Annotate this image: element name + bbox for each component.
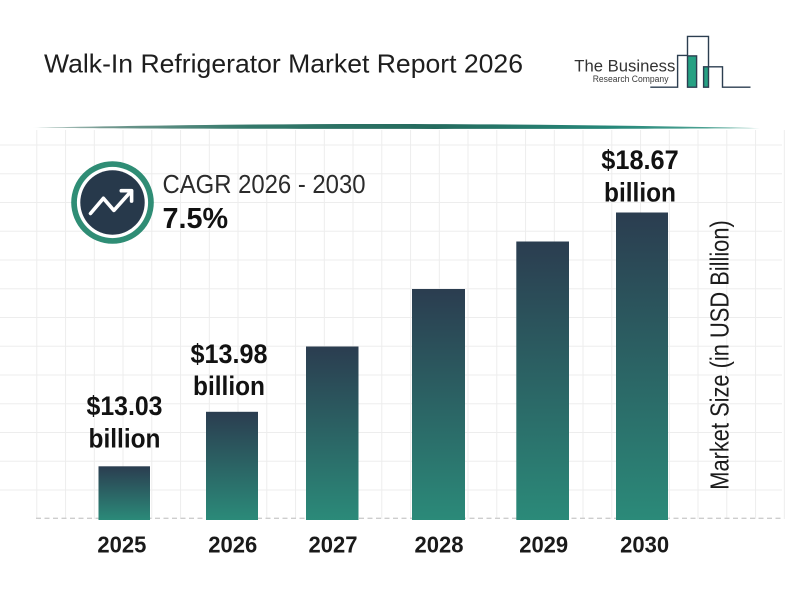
svg-text:The Business: The Business [574,58,675,76]
svg-text:CAGR 2026 - 2030: CAGR 2026 - 2030 [163,169,366,199]
svg-text:2027: 2027 [309,532,358,558]
svg-text:billion: billion [89,423,161,453]
svg-text:7.5%: 7.5% [163,203,229,235]
svg-text:2025: 2025 [97,532,146,558]
svg-text:$13.98: $13.98 [191,339,268,369]
svg-text:Market Size (in USD Billion): Market Size (in USD Billion) [705,220,735,490]
svg-text:billion: billion [193,371,265,401]
svg-text:billion: billion [604,178,676,208]
svg-text:2030: 2030 [620,532,669,558]
svg-text:Research Company: Research Company [593,74,669,85]
svg-text:Walk-In Refrigerator Market Re: Walk-In Refrigerator Market Report 2026 [44,48,523,78]
svg-text:$13.03: $13.03 [87,391,163,421]
svg-text:2028: 2028 [415,532,464,558]
svg-text:2026: 2026 [208,532,257,558]
svg-text:$18.67: $18.67 [601,145,678,175]
svg-text:2029: 2029 [519,532,568,558]
